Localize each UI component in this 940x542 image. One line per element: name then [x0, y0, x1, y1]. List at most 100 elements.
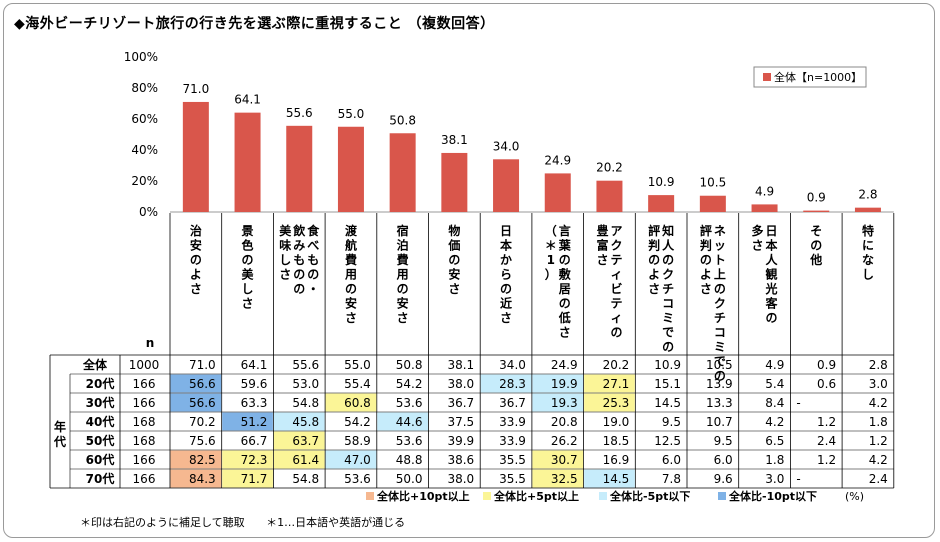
category-label-char: 近: [500, 296, 512, 311]
category-label-char: ら: [500, 268, 512, 282]
category-label-char: の: [714, 369, 726, 383]
table-cell-value: 2.8: [869, 358, 888, 372]
bar-value-label: 10.9: [648, 175, 675, 189]
bar: [337, 126, 364, 212]
category-label-char: み: [293, 239, 305, 253]
category-label-char: 日: [500, 224, 512, 238]
y-tick-label: 100%: [124, 50, 158, 64]
table-cell-value: 4.9: [765, 358, 784, 372]
bar: [441, 152, 468, 212]
table-cell-value: -: [796, 472, 800, 486]
category-label-char: 安: [190, 238, 202, 253]
table-cell-value: 54.2: [344, 415, 371, 429]
category-label-char: の: [448, 253, 460, 267]
table-cell-value: 55.6: [292, 358, 319, 372]
table-cell-value: 1.8: [869, 415, 888, 429]
category-label-char: 1: [547, 253, 555, 267]
category-label-char: か: [500, 253, 512, 267]
category-label-char: 言: [559, 223, 571, 238]
bar-value-label: 2.8: [858, 188, 877, 202]
category-label-char: 本: [766, 238, 778, 253]
category-label-char: 安: [345, 296, 357, 311]
table-cell-value: 38.1: [447, 358, 474, 372]
category-label-char: （: [545, 223, 557, 238]
bar-value-label: 71.0: [182, 82, 209, 96]
category-label-char: 多: [752, 223, 764, 238]
category-label-char: 他: [809, 252, 822, 267]
table-cell-value: 13.9: [706, 377, 733, 391]
category-label-char: 景: [242, 224, 254, 238]
category-label-char: よ: [648, 268, 660, 282]
category-label-char: し: [279, 253, 291, 267]
row-label: 60代: [86, 452, 115, 467]
n-header: n: [146, 336, 155, 350]
table-cell-value: 0.9: [817, 358, 836, 372]
highlight-cell: [584, 374, 635, 393]
highlight-key-swatch: [366, 492, 374, 500]
table-cell-value: 2.4: [869, 472, 888, 486]
highlight-cell: [377, 412, 428, 431]
bar: [699, 195, 726, 212]
highlight-cell: [325, 393, 377, 412]
table-cell-value: 63.3: [241, 396, 268, 410]
bar-value-label: 34.0: [493, 139, 520, 153]
category-label-char: で: [662, 326, 674, 340]
highlight-key-label: 全体比+5pt以上: [493, 489, 579, 503]
table-cell-value: 55.4: [344, 377, 371, 391]
bar-value-label: 64.1: [234, 93, 261, 107]
y-tick-label: 80%: [131, 81, 158, 95]
row-n-value: 168: [133, 434, 156, 448]
category-label-char: コ: [714, 326, 726, 340]
table-cell-value: 54.8: [292, 472, 319, 486]
category-label-char: 美: [242, 267, 255, 282]
y-tick-label: 40%: [131, 143, 158, 157]
category-label-char: の: [648, 253, 660, 267]
table-cell-value: 8.4: [765, 396, 784, 410]
row-n-value: 1000: [129, 358, 160, 372]
category-label-char: 用: [396, 268, 409, 282]
bar-value-label: 4.9: [755, 184, 774, 198]
highlight-cell: [170, 374, 222, 393]
category-label-char: 色: [242, 238, 254, 253]
table-cell-value: 20.2: [603, 358, 630, 372]
highlight-key-swatch: [483, 492, 491, 500]
table-cell-value: 6.0: [714, 453, 733, 467]
bar: [234, 112, 261, 212]
table-cell-value: 1.2: [817, 453, 836, 467]
highlight-cell: [222, 412, 273, 431]
category-label-char: さ: [500, 311, 512, 325]
table-cell-value: 4.2: [869, 396, 888, 410]
category-label-char: 航: [345, 238, 357, 253]
category-label-char: で: [714, 355, 726, 369]
highlight-key-swatch: [599, 492, 607, 500]
table-cell-value: 10.7: [706, 415, 733, 429]
category-label-char: の: [766, 311, 778, 325]
table-cell-value: 82.5: [189, 453, 216, 467]
highlight-key-label: 全体比-10pt以下: [728, 489, 817, 503]
category-label-char: の: [242, 253, 254, 267]
category-label-char: も: [293, 253, 305, 267]
category-label-char: さ: [279, 268, 291, 282]
table-cell-value: 5.4: [765, 377, 784, 391]
chart-title: ◆海外ビーチリゾート旅行の行き先を選ぶ際に重視すること （複数回答）: [14, 16, 495, 32]
category-label-char: チ: [662, 282, 674, 296]
category-label-char: 治: [190, 223, 202, 238]
table-cell-value: 44.6: [396, 415, 423, 429]
table-cell-value: 18.5: [603, 434, 630, 448]
category-label-char: ク: [662, 268, 674, 282]
highlight-key-label: 全体比+10pt以上: [376, 489, 470, 503]
y-tick-label: 0%: [139, 205, 158, 219]
category-label-char: さ: [752, 239, 764, 253]
category-label-char: ト: [714, 253, 726, 267]
category-label-char: ク: [610, 239, 622, 253]
table-cell-value: 58.9: [344, 434, 371, 448]
table-cell-value: 36.7: [499, 396, 526, 410]
row-n-value: 166: [133, 396, 156, 410]
table-cell-value: 19.9: [551, 377, 578, 391]
bar-value-label: 10.5: [699, 176, 726, 190]
bar: [596, 180, 623, 212]
highlight-cell: [273, 431, 325, 450]
category-label-char: の: [559, 297, 571, 311]
highlight-cell: [273, 450, 325, 469]
bar: [182, 101, 209, 212]
